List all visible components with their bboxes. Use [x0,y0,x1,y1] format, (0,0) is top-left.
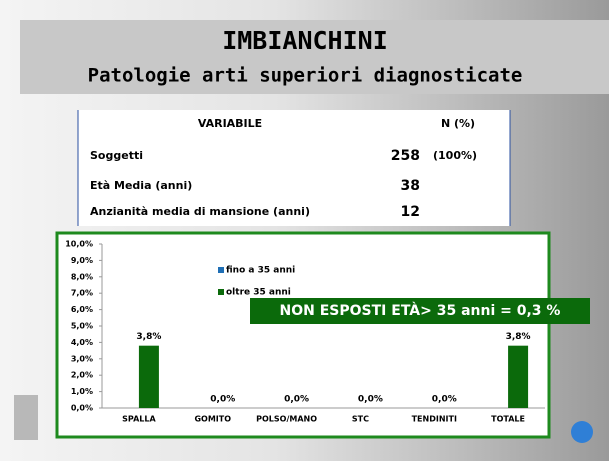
annotation-box [250,298,590,324]
annotation: NON ESPOSTI ETÀ> 35 anni = 0,3 % [280,302,561,319]
y-tick-label: 5,0% [71,322,93,331]
y-tick-label: 2,0% [71,371,93,380]
legend-label: oltre 35 anni [226,288,291,298]
data-label: 0,0% [284,395,309,405]
x-tick-label: POLSO/MANO [256,415,317,424]
table-cell: 38 [401,178,420,194]
legend-swatch [218,289,224,295]
x-tick-label: SPALLA [122,415,156,424]
legend-swatch [218,267,224,273]
subtitle: Patologie arti superiori diagnosticate [88,65,523,87]
decor-circle [571,421,593,443]
x-tick-label: TENDINITI [412,415,457,424]
y-tick-label: 7,0% [71,289,93,298]
table-cell: Soggetti [90,149,143,162]
legend-label: fino a 35 anni [226,266,295,276]
table-cell: (100%) [433,149,477,162]
x-tick-label: STC [352,415,369,424]
x-tick-label: TOTALE [491,415,525,424]
y-tick-label: 6,0% [71,305,93,314]
y-tick-label: 8,0% [71,272,93,281]
table-header: N (%) [441,117,475,130]
y-tick-label: 1,0% [71,387,93,396]
table-cell: Anzianità media di mansione (anni) [90,205,310,218]
table-box [78,110,510,226]
y-tick-label: 4,0% [71,338,93,347]
title: IMBIANCHINI [222,26,388,55]
y-tick-label: 9,0% [71,256,93,265]
data-label: 0,0% [432,395,457,405]
bar [508,345,529,408]
bar [138,345,159,408]
data-label: 0,0% [358,395,383,405]
x-tick-label: GOMITO [194,415,231,424]
data-label: 3,8% [136,332,161,342]
data-label: 0,0% [210,395,235,405]
y-tick-label: 0,0% [71,404,93,413]
table-cell: 12 [401,204,420,220]
y-tick-label: 3,0% [71,354,93,363]
title-bar [20,20,609,94]
logo [14,395,38,440]
data-label: 3,8% [506,332,531,342]
table-header: VARIABILE [198,117,262,130]
y-tick-label: 10,0% [65,240,93,249]
table-cell: Età Media (anni) [90,179,192,192]
chart-box [55,231,551,439]
table-cell: 258 [391,148,420,164]
